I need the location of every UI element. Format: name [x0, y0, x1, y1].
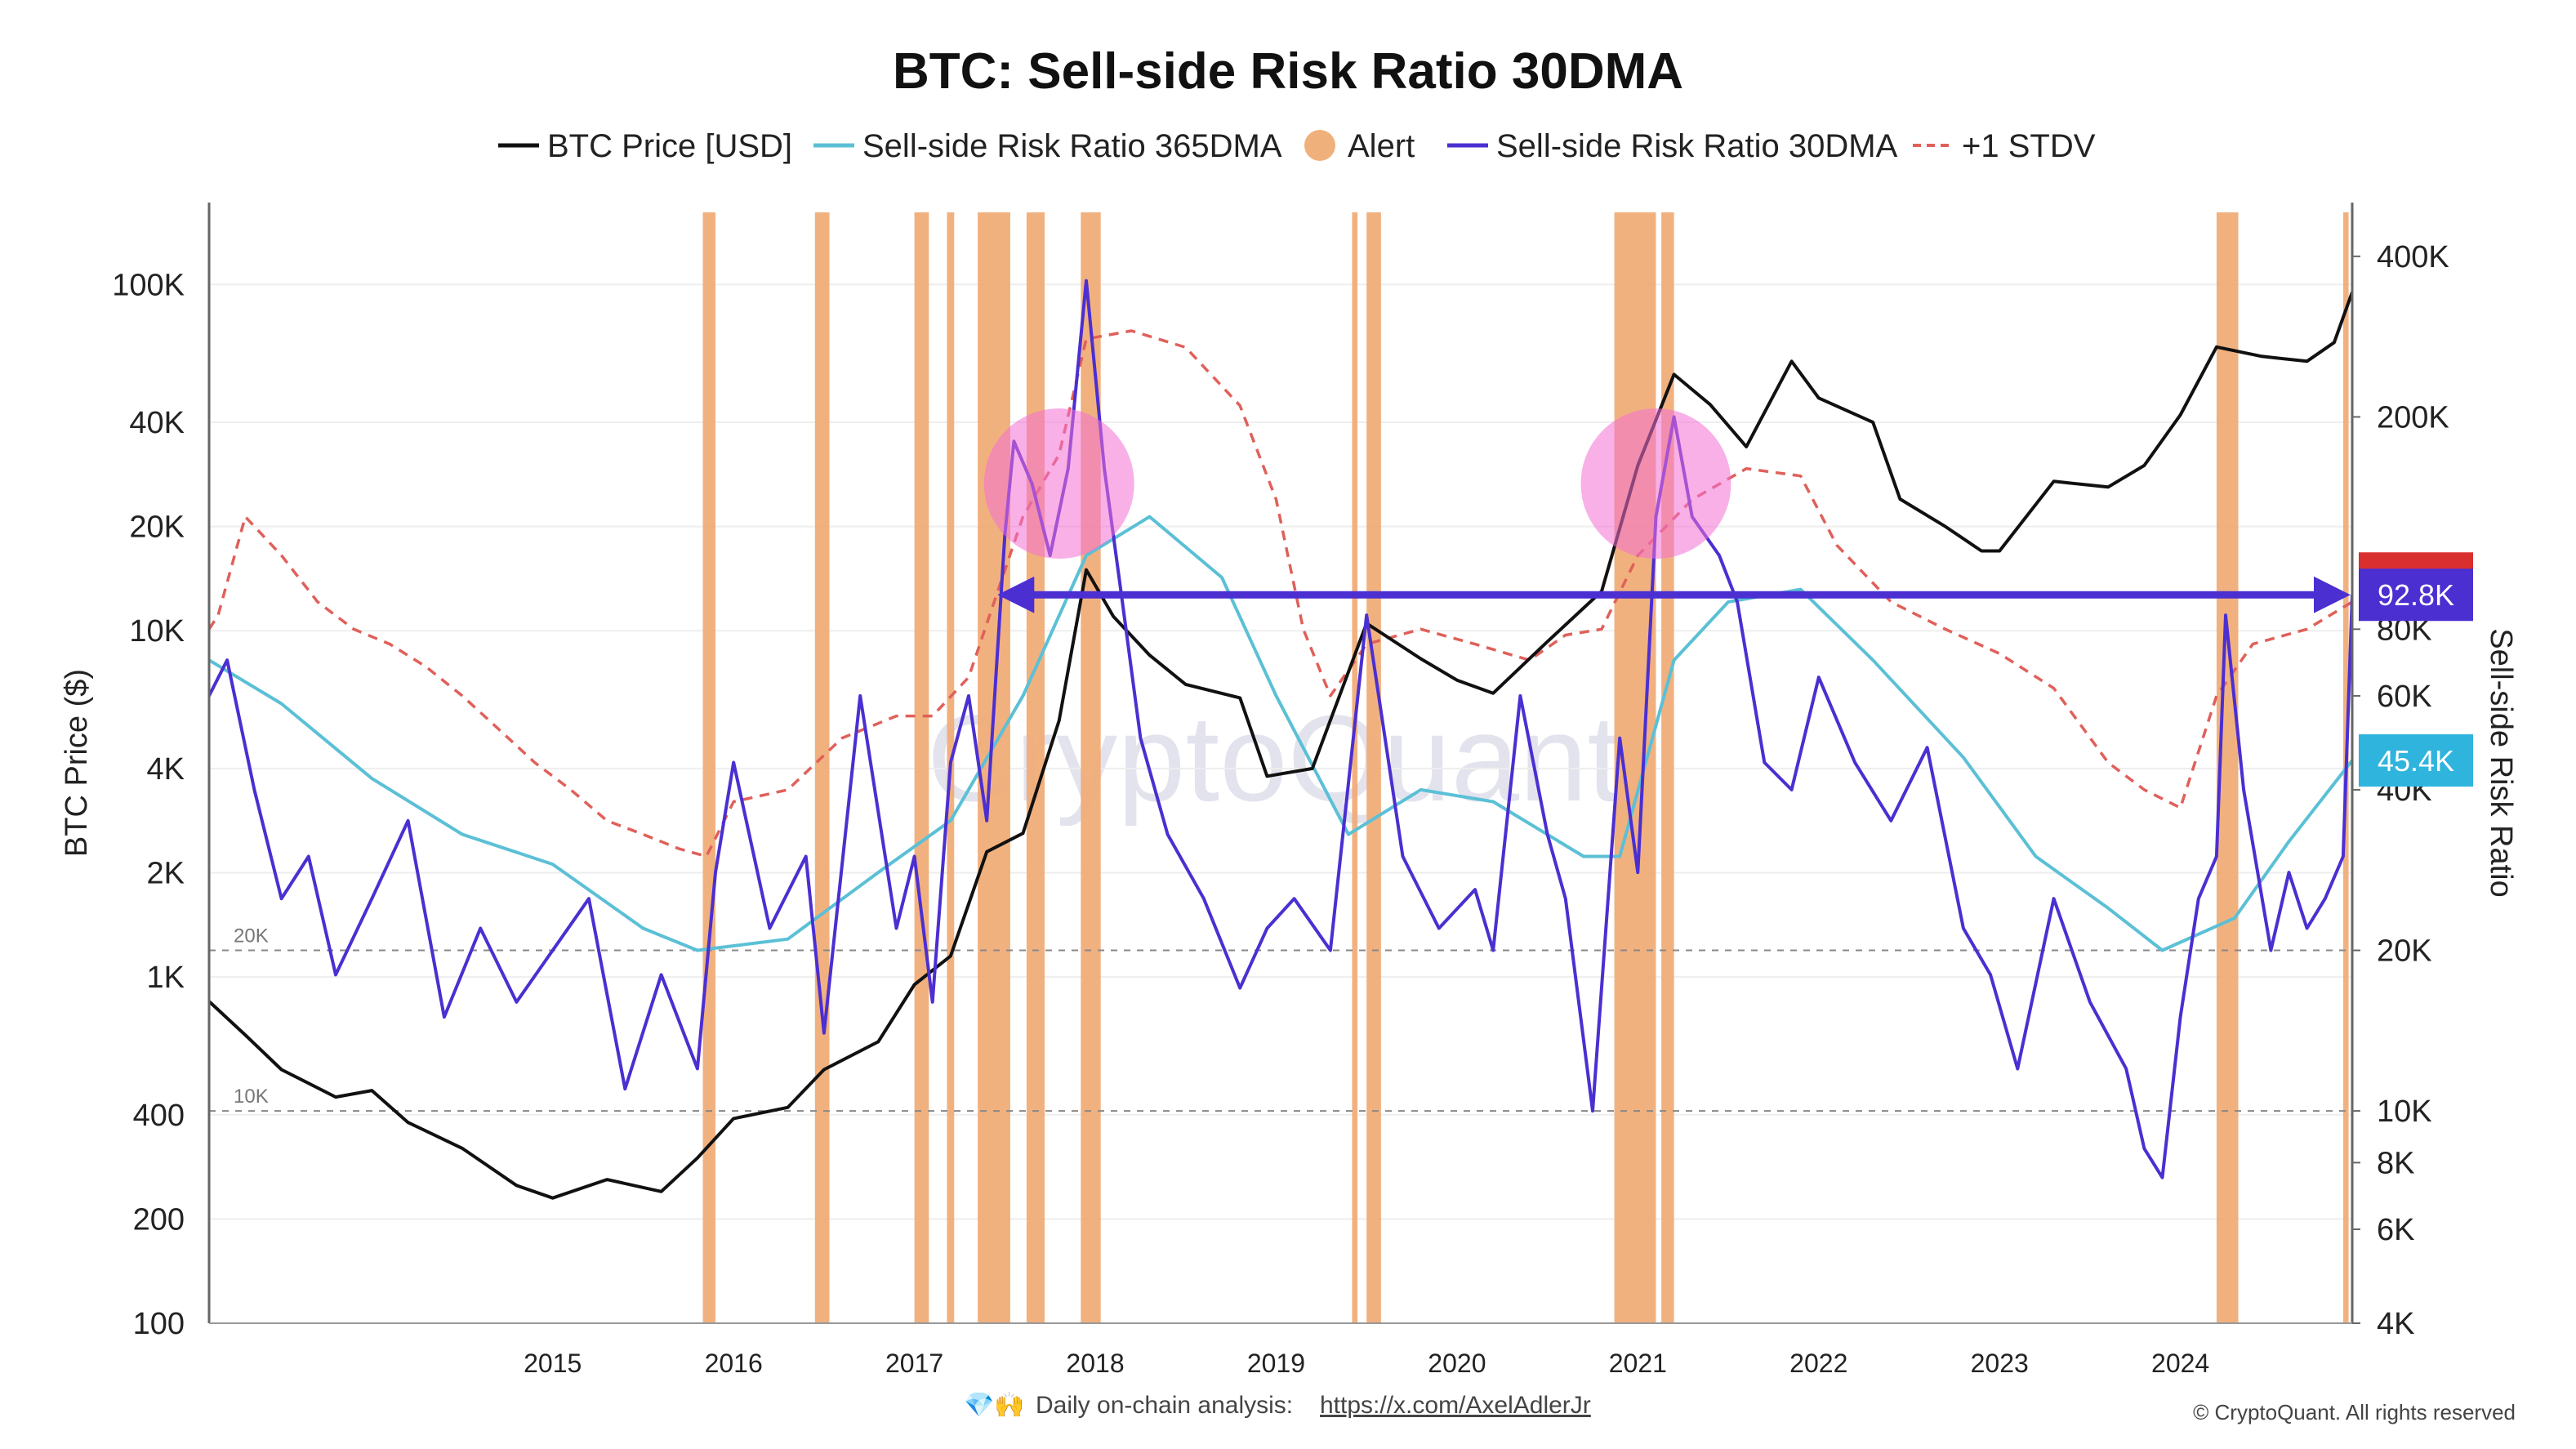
legend-item-stdv[interactable]: +1 STDV: [1913, 128, 2096, 164]
x-tick-label-7: 2022: [1789, 1349, 1847, 1378]
y-tick-label-9: 100K: [112, 268, 185, 302]
alert-bar-0: [702, 212, 716, 1323]
x-tick-label-0: 2015: [524, 1349, 582, 1378]
x-tick-label-1: 2016: [705, 1349, 763, 1378]
alert-bar-9: [1614, 212, 1656, 1323]
series-line-2: [209, 279, 2352, 1179]
footer-prefix: Daily on-chain analysis:: [1036, 1392, 1293, 1419]
legend-label-ssr-365dma: Sell-side Risk Ratio 365DMA: [862, 128, 1282, 164]
y2-tick-label-2: 8K: [2377, 1146, 2414, 1180]
legend: BTC Price [USD] Sell-side Risk Ratio 365…: [498, 128, 2096, 164]
y2-tick-label-4: 20K: [2377, 934, 2432, 969]
highlight-circle-1: [1580, 408, 1731, 560]
x-tick-label-5: 2020: [1428, 1349, 1486, 1378]
legend-item-btc-price[interactable]: BTC Price [USD]: [498, 128, 792, 164]
badge-bg-0: [2359, 568, 2473, 622]
legend-label-alert: Alert: [1348, 128, 1415, 164]
y-tick-label-3: 1K: [147, 961, 185, 995]
badge-label-0: 92.8K: [2378, 578, 2454, 612]
x-tick-label-3: 2018: [1066, 1349, 1124, 1378]
x-tick-label-4: 2019: [1247, 1349, 1305, 1378]
legend-label-ssr-30dma: Sell-side Risk Ratio 30DMA: [1496, 128, 1898, 164]
right-axis-title: Sell-side Risk Ratio: [2484, 628, 2518, 897]
series-line-3: [209, 329, 2352, 858]
alert-bar-8: [1366, 212, 1381, 1323]
left-axis-title: BTC Price ($): [60, 669, 94, 857]
y-tick-label-2: 400: [133, 1099, 185, 1133]
alert-bar-5: [1026, 212, 1045, 1323]
footer-copyright: © CryptoQuant. All rights reserved: [2193, 1400, 2516, 1424]
legend-item-ssr-365dma[interactable]: Sell-side Risk Ratio 365DMA: [813, 128, 1282, 164]
y2-tick-label-9: 400K: [2377, 240, 2449, 274]
legend-swatch-alert: [1304, 130, 1335, 161]
y-tick-label-0: 100: [133, 1307, 185, 1341]
series-lines: [209, 279, 2352, 1200]
x-tick-label-2: 2017: [885, 1349, 943, 1378]
y-tick-label-6: 10K: [129, 614, 185, 649]
y-tick-label-5: 4K: [147, 752, 185, 787]
badge-top-strip: [2359, 552, 2473, 571]
alert-bar-7: [1352, 212, 1358, 1323]
x-tick-label-9: 2024: [2151, 1349, 2209, 1378]
legend-item-alert[interactable]: Alert: [1304, 128, 1415, 164]
badge-label-1: 45.4K: [2378, 744, 2454, 778]
alert-bar-1: [814, 212, 830, 1323]
x-tick-label-8: 2023: [1971, 1349, 2029, 1378]
x-tick-label-6: 2021: [1609, 1349, 1667, 1378]
value-badges: 92.8K 45.4K: [2359, 552, 2473, 787]
footer-emoji: 💎🙌: [964, 1391, 1025, 1419]
series-line-0: [209, 292, 2352, 1200]
legend-label-stdv: +1 STDV: [1962, 128, 2096, 164]
chart-title: BTC: Sell-side Risk Ratio 30DMA: [893, 43, 1683, 100]
y2-tick-label-6: 60K: [2377, 680, 2432, 714]
reference-lines: 20K 10K: [209, 925, 2352, 1112]
footer: 💎🙌 Daily on-chain analysis: https://x.co…: [964, 1391, 2516, 1424]
badge-bg-1: [2359, 734, 2473, 787]
y2-tick-label-0: 4K: [2377, 1307, 2414, 1341]
reference-line-label-0: 20K: [234, 925, 269, 947]
reference-line-label-1: 10K: [234, 1086, 269, 1108]
legend-label-btc-price: BTC Price [USD]: [547, 128, 792, 164]
y2-tick-label-3: 10K: [2377, 1095, 2432, 1129]
legend-item-ssr-30dma[interactable]: Sell-side Risk Ratio 30DMA: [1447, 128, 1898, 164]
y-tick-label-8: 40K: [129, 406, 185, 440]
y-tick-label-7: 20K: [129, 510, 185, 545]
footer-link[interactable]: https://x.com/AxelAdlerJr: [1320, 1392, 1591, 1419]
y2-tick-label-8: 200K: [2377, 400, 2449, 435]
alert-bar-6: [1081, 212, 1101, 1323]
highlight-circle-0: [983, 408, 1134, 560]
left-axis-ticks: 100 200 400 1K 2K 4K 10K 20K 40K 100K: [112, 268, 185, 1341]
x-axis-ticks: 2015 2016 2017 2018 2019 2020 2021 2022 2023 2024: [524, 1349, 2209, 1378]
y-tick-label-1: 200: [133, 1202, 185, 1237]
y-tick-label-4: 2K: [147, 856, 185, 890]
annotations: [983, 408, 2351, 613]
y2-tick-label-1: 6K: [2377, 1213, 2414, 1247]
alert-bar-2: [914, 212, 929, 1323]
